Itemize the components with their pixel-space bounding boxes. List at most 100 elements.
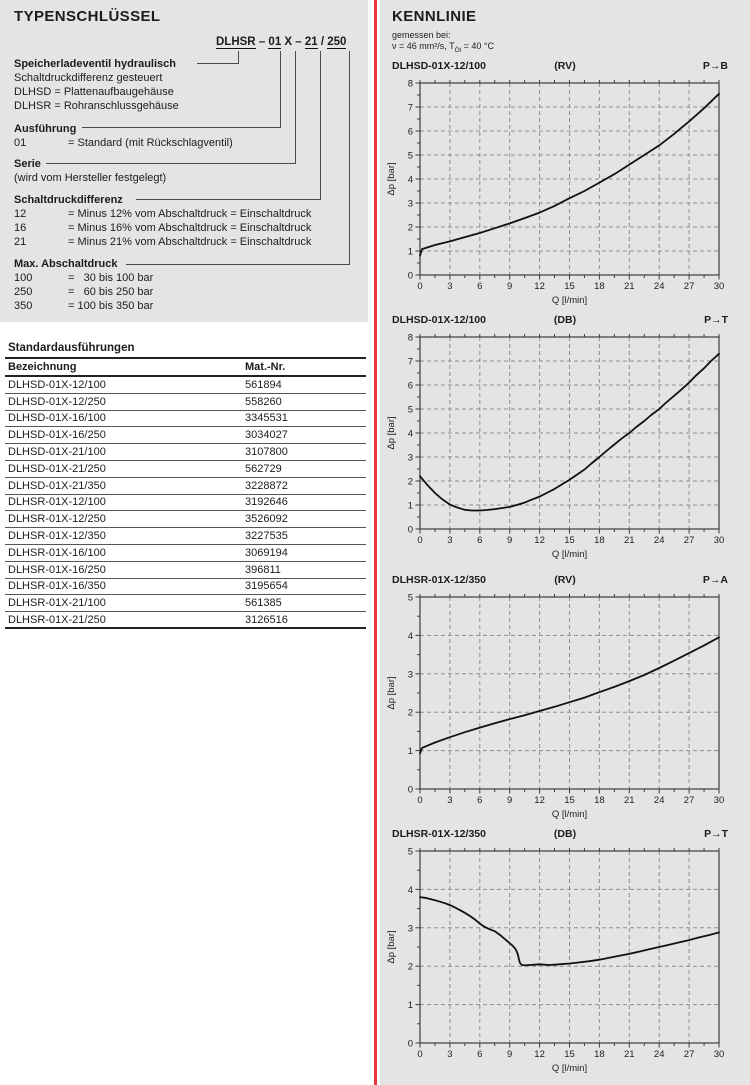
- legend-line: 01 = Standard (mit Rückschlagventil): [14, 137, 233, 149]
- legend-block: Serie (wird vom Hersteller festgelegt): [14, 157, 359, 185]
- cell-bezeichnung: DLHSD-01X-12/250: [8, 395, 106, 408]
- cell-bezeichnung: DLHSD-01X-16/250: [8, 429, 106, 442]
- table-row: DLHSR-01X-12/250 3526092: [5, 511, 366, 529]
- svg-text:1: 1: [408, 247, 413, 258]
- cell-bezeichnung: DLHSR-01X-12/350: [8, 530, 106, 543]
- cell-matnr: 3526092: [245, 513, 288, 526]
- connector-line-dlhsr: [197, 51, 239, 64]
- svg-text:3: 3: [408, 923, 413, 934]
- x-axis-title: Q [l/min]: [552, 809, 587, 820]
- svg-text:6: 6: [477, 281, 482, 292]
- cell-matnr: 3192646: [245, 496, 288, 509]
- svg-text:30: 30: [714, 535, 725, 546]
- svg-text:3: 3: [408, 453, 413, 464]
- cell-bezeichnung: DLHSD-01X-16/100: [8, 412, 106, 425]
- chart-variant-label: (DB): [553, 828, 577, 840]
- section-title-typenschluessel: TYPENSCHLÜSSEL: [14, 8, 161, 25]
- chart-block: DLHSD-01X-12/100 (DB) P→T 0 3 6 9 12 15 18 21 24 27 3…: [380, 312, 750, 569]
- svg-text:15: 15: [564, 795, 575, 806]
- measurement-conditions: gemessen bei: ν = 46 mm²/s, TÖl = 40 °C: [392, 30, 494, 56]
- table-row: DLHSD-01X-21/350 3228872: [5, 478, 366, 495]
- cell-matnr: 3228872: [245, 479, 288, 492]
- chart-flowpath-label: P→T: [704, 828, 728, 840]
- cell-matnr: 561894: [245, 378, 282, 391]
- svg-text:27: 27: [684, 795, 695, 806]
- svg-text:3: 3: [447, 795, 452, 806]
- table-header-matnr: Mat.-Nr.: [245, 361, 286, 373]
- cell-matnr: 561385: [245, 597, 282, 610]
- svg-text:8: 8: [408, 333, 413, 344]
- svg-text:12: 12: [534, 535, 545, 546]
- table-row: DLHSD-01X-21/100 3107800: [5, 444, 366, 461]
- table-row: DLHSR-01X-12/350 3227535: [5, 528, 366, 545]
- svg-text:9: 9: [507, 795, 512, 806]
- curve-line: [419, 636, 720, 755]
- chart-flowpath-label: P→T: [704, 314, 728, 326]
- svg-text:21: 21: [624, 795, 635, 806]
- chart-flowpath-label: P→A: [702, 574, 728, 586]
- svg-text:24: 24: [654, 535, 665, 546]
- cell-bezeichnung: DLHSR-01X-16/350: [8, 580, 106, 593]
- chart-variant-label: (RV): [554, 60, 576, 72]
- legend-line: DLHSD = Plattenaufbaugehäuse: [14, 86, 174, 98]
- legend-line: 12 = Minus 12% vom Abschaltdruck = Einsch…: [14, 208, 312, 220]
- x-axis-title: Q [l/min]: [552, 549, 587, 560]
- svg-text:4: 4: [408, 631, 413, 642]
- svg-text:0: 0: [417, 535, 422, 546]
- code-segment: 250: [327, 36, 347, 49]
- svg-text:4: 4: [408, 429, 413, 440]
- legend-line: Schaltdruckdifferenz gesteuert: [14, 72, 163, 84]
- cell-matnr: 3069194: [245, 546, 288, 559]
- x-axis-title: Q [l/min]: [552, 1063, 587, 1074]
- svg-text:9: 9: [507, 1049, 512, 1060]
- legend-line: 350 = 100 bis 350 bar: [14, 300, 154, 312]
- svg-text:24: 24: [654, 1049, 665, 1060]
- y-axis-title: Δp [bar]: [386, 676, 397, 709]
- code-separator: –: [255, 36, 269, 48]
- table-row: DLHSD-01X-12/100 561894: [5, 377, 366, 394]
- svg-text:0: 0: [408, 271, 413, 282]
- svg-text:4: 4: [408, 885, 413, 896]
- svg-text:24: 24: [654, 795, 665, 806]
- cell-bezeichnung: DLHSR-01X-12/100: [8, 496, 106, 509]
- table-header-row: Bezeichnung Mat.-Nr.: [5, 359, 366, 377]
- svg-text:27: 27: [684, 1049, 695, 1060]
- svg-text:18: 18: [594, 1049, 605, 1060]
- x-axis-title: Q [l/min]: [552, 295, 587, 306]
- red-divider-line: [374, 0, 377, 1085]
- chart-variant-label: (DB): [553, 314, 577, 326]
- svg-text:6: 6: [477, 535, 482, 546]
- svg-text:4: 4: [408, 175, 413, 186]
- svg-text:5: 5: [408, 847, 413, 858]
- legend-line: 250 = 60 bis 250 bar: [14, 286, 154, 298]
- svg-text:0: 0: [417, 281, 422, 292]
- svg-text:3: 3: [447, 1049, 452, 1060]
- chart-variant-label: (RV): [554, 574, 576, 586]
- cell-bezeichnung: DLHSD-01X-21/100: [8, 446, 106, 459]
- table-row: DLHSR-01X-16/250 396811: [5, 562, 366, 579]
- svg-text:1: 1: [408, 1000, 413, 1011]
- table-row: DLHSD-01X-16/100 3345531: [5, 411, 366, 428]
- svg-text:3: 3: [447, 535, 452, 546]
- cell-bezeichnung: DLHSR-01X-16/100: [8, 546, 106, 559]
- kennlinie-panel: KENNLINIE gemessen bei: ν = 46 mm²/s, TÖ…: [380, 0, 750, 1085]
- table-row: DLHSR-01X-21/100 561385: [5, 595, 366, 613]
- svg-text:8: 8: [408, 79, 413, 90]
- curve-line: [419, 352, 720, 512]
- curve-line: [419, 92, 720, 257]
- cell-matnr: 3345531: [245, 412, 288, 425]
- table-title: Standardausführungen: [5, 340, 366, 359]
- legend-heading: Ausführung: [14, 123, 77, 135]
- svg-text:6: 6: [408, 127, 413, 138]
- table-body: DLHSD-01X-12/100 561894 DLHSD-01X-12/250 55…: [5, 377, 366, 629]
- svg-text:9: 9: [507, 535, 512, 546]
- chart-model-label: DLHSD-01X-12/100: [392, 60, 486, 72]
- table-header-bezeichnung: Bezeichnung: [8, 361, 77, 373]
- svg-text:0: 0: [417, 1049, 422, 1060]
- legend-line: DLHSR = Rohranschlussgehäuse: [14, 100, 179, 112]
- svg-text:27: 27: [684, 281, 695, 292]
- svg-text:6: 6: [477, 795, 482, 806]
- table-row: DLHSD-01X-16/250 3034027: [5, 427, 366, 445]
- legend-block: Speicherladeventil hydraulisch Schaltdruc…: [14, 57, 359, 113]
